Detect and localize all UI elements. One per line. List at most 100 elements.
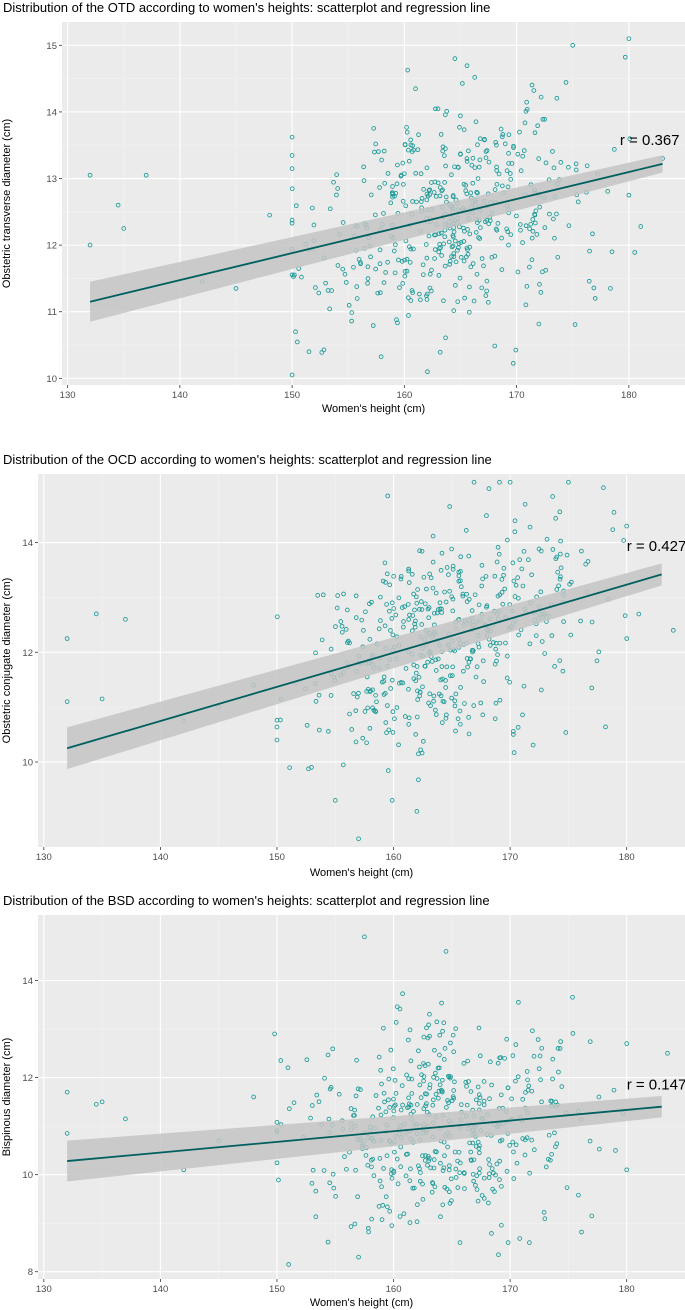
data-point xyxy=(407,1178,413,1184)
data-point xyxy=(493,140,498,145)
data-point xyxy=(406,715,412,721)
data-point xyxy=(410,199,415,204)
tick-label-x: 140 xyxy=(172,390,188,401)
data-point xyxy=(455,247,460,253)
tick-label-x: 170 xyxy=(502,1284,518,1295)
data-point xyxy=(392,1077,398,1083)
data-point xyxy=(554,95,560,101)
data-point xyxy=(552,235,557,241)
data-point xyxy=(477,1150,482,1156)
data-point xyxy=(458,554,464,560)
data-point xyxy=(542,225,548,230)
data-point xyxy=(313,285,318,290)
data-point xyxy=(396,257,401,263)
data-point xyxy=(388,628,393,633)
data-point xyxy=(399,605,405,610)
data-point xyxy=(536,1066,542,1072)
data-point xyxy=(531,1147,537,1153)
data-point xyxy=(402,604,407,609)
data-point xyxy=(481,1196,487,1201)
data-point xyxy=(363,609,368,615)
data-point xyxy=(475,190,480,196)
data-point xyxy=(289,153,295,158)
data-point xyxy=(383,1109,389,1115)
data-point xyxy=(497,1177,502,1182)
data-point xyxy=(381,211,386,216)
data-point xyxy=(370,687,375,693)
data-point xyxy=(398,576,404,582)
data-point xyxy=(527,641,533,647)
data-point xyxy=(321,347,327,353)
data-point xyxy=(64,1131,70,1136)
data-point xyxy=(444,565,450,570)
data-point xyxy=(622,54,628,60)
data-point xyxy=(477,1095,483,1100)
data-point xyxy=(289,166,295,171)
data-point xyxy=(510,1139,515,1145)
data-point xyxy=(424,191,430,197)
confidence-band xyxy=(90,155,663,322)
data-point xyxy=(507,679,512,685)
data-point xyxy=(440,1028,445,1034)
data-point xyxy=(398,173,404,179)
data-point xyxy=(409,1091,415,1096)
data-point xyxy=(345,640,350,645)
data-point xyxy=(494,164,499,170)
data-point xyxy=(338,619,344,624)
data-point xyxy=(469,162,475,168)
data-point xyxy=(408,298,414,303)
data-point xyxy=(530,1028,535,1034)
data-point xyxy=(510,1053,516,1058)
data-point xyxy=(563,730,569,735)
data-point xyxy=(474,664,480,670)
data-point xyxy=(489,1082,494,1088)
data-point xyxy=(469,1158,474,1163)
data-point xyxy=(522,1152,528,1158)
data-point xyxy=(321,1168,327,1173)
data-point xyxy=(431,1157,437,1162)
data-point xyxy=(537,1053,543,1059)
data-point xyxy=(419,622,425,627)
data-point xyxy=(432,179,438,185)
data-point xyxy=(520,153,526,159)
data-point xyxy=(610,527,616,532)
data-point xyxy=(458,721,463,727)
data-point xyxy=(385,171,391,176)
data-point xyxy=(446,1167,452,1173)
data-point xyxy=(474,271,480,277)
data-point xyxy=(464,156,470,161)
data-point xyxy=(425,369,430,375)
data-point xyxy=(287,1106,292,1112)
data-point xyxy=(624,1041,630,1046)
data-point xyxy=(495,1060,501,1066)
data-point xyxy=(511,578,517,584)
data-point xyxy=(403,1173,409,1179)
data-point xyxy=(476,235,481,240)
data-point xyxy=(532,130,538,136)
data-point xyxy=(557,509,563,515)
data-point xyxy=(476,1101,482,1106)
data-point xyxy=(443,599,449,605)
data-point xyxy=(383,580,388,585)
data-point xyxy=(413,594,419,600)
data-point xyxy=(87,172,93,178)
data-point xyxy=(486,486,492,491)
data-point xyxy=(403,666,409,671)
data-point xyxy=(424,1025,429,1031)
data-point xyxy=(549,633,555,638)
data-point xyxy=(327,1180,333,1186)
tick-label-y: 12 xyxy=(46,241,57,252)
tick-label-x: 160 xyxy=(386,1284,402,1295)
data-point xyxy=(443,163,448,169)
data-point xyxy=(409,571,415,577)
data-point xyxy=(406,686,411,692)
data-point xyxy=(564,1185,570,1190)
data-point xyxy=(418,599,424,604)
data-point xyxy=(121,226,127,231)
data-point xyxy=(417,1064,422,1070)
data-point xyxy=(423,242,429,247)
data-point xyxy=(353,708,359,714)
data-point xyxy=(473,1097,479,1103)
data-point xyxy=(447,258,453,264)
data-point xyxy=(331,179,336,185)
